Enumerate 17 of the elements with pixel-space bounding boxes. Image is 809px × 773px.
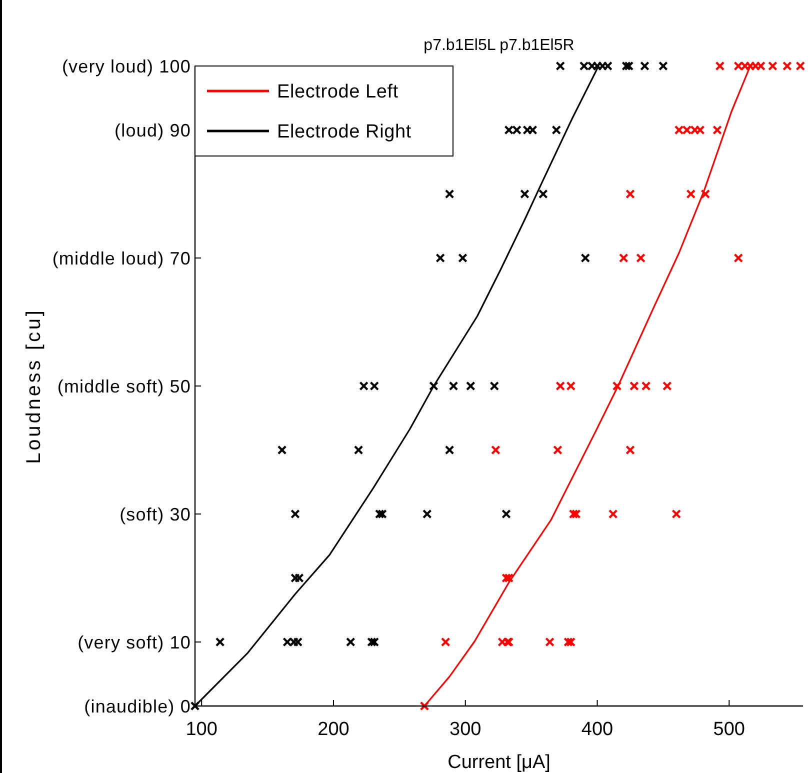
y-tick-label: (soft) 30 bbox=[120, 504, 191, 524]
x-tick-label: 100 bbox=[186, 719, 218, 740]
legend-label: Electrode Left bbox=[277, 82, 399, 103]
y-tick-label: (inaudible) 0 bbox=[84, 696, 191, 716]
y-tick-label: (middle loud) 70 bbox=[52, 248, 191, 268]
y-tick-label: (loud) 90 bbox=[114, 120, 191, 140]
chart-title: p7.b1El5L p7.b1El5R bbox=[424, 37, 574, 54]
y-axis-title: Loudness [cu] bbox=[23, 308, 45, 464]
x-tick-label: 500 bbox=[713, 719, 745, 740]
x-tick-label: 300 bbox=[450, 719, 482, 740]
legend-label: Electrode Right bbox=[277, 122, 412, 143]
y-tick-label: (very soft) 10 bbox=[78, 632, 191, 652]
y-tick-label: (middle soft) 50 bbox=[57, 376, 191, 396]
y-tick-label: (very loud) 100 bbox=[62, 56, 191, 76]
x-tick-label: 400 bbox=[581, 719, 614, 740]
x-axis-title: Current [μA] bbox=[448, 752, 550, 773]
x-tick-label: 200 bbox=[318, 719, 350, 740]
